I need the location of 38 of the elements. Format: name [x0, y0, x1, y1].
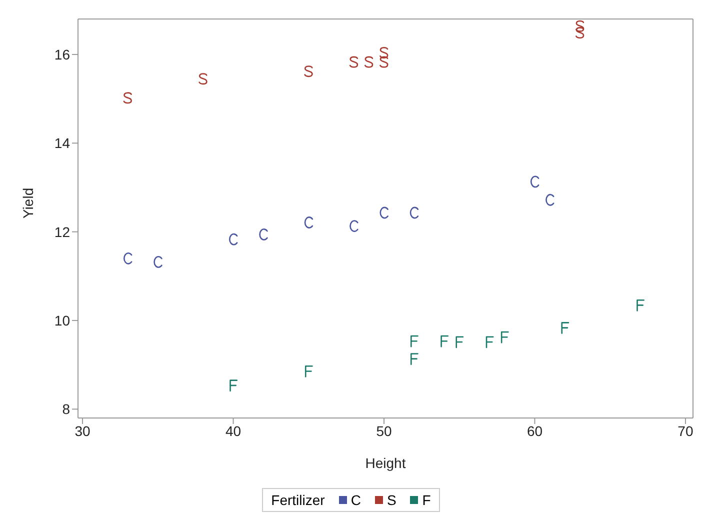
point	[380, 46, 388, 58]
x-tick-label: 50	[376, 422, 392, 439]
point	[198, 73, 208, 85]
point	[154, 256, 162, 268]
point	[304, 366, 313, 378]
y-axis-title: Yield	[20, 188, 36, 218]
point	[259, 228, 268, 240]
point	[380, 56, 388, 68]
x-tick-label: 30	[74, 422, 91, 439]
y-tick-label: 10	[54, 312, 70, 328]
point	[561, 322, 570, 334]
point	[530, 176, 540, 188]
point	[380, 206, 388, 219]
x-tick-label: 70	[678, 422, 694, 439]
point	[304, 66, 313, 78]
point	[349, 56, 358, 68]
y-tick-label: 16	[54, 46, 70, 62]
x-axis-title: Height	[365, 455, 406, 471]
point	[410, 206, 419, 219]
x-tick-label: 60	[526, 422, 543, 439]
y-tick-label: 8	[62, 401, 70, 418]
point	[576, 27, 584, 38]
point	[576, 20, 584, 32]
y-tick-label: 14	[54, 135, 70, 152]
y-tick-label: 12	[54, 224, 70, 240]
point	[123, 252, 132, 264]
point	[364, 56, 374, 68]
legend-title: Fertilizer	[271, 492, 325, 508]
point	[350, 220, 358, 232]
legend-label: S	[386, 492, 396, 508]
legend-label: C	[350, 492, 361, 508]
point	[410, 353, 418, 365]
point	[123, 92, 132, 104]
legend-label: F	[421, 492, 431, 508]
x-tick-label: 40	[225, 422, 242, 439]
point	[546, 194, 554, 206]
point	[304, 216, 314, 228]
point	[228, 233, 238, 246]
